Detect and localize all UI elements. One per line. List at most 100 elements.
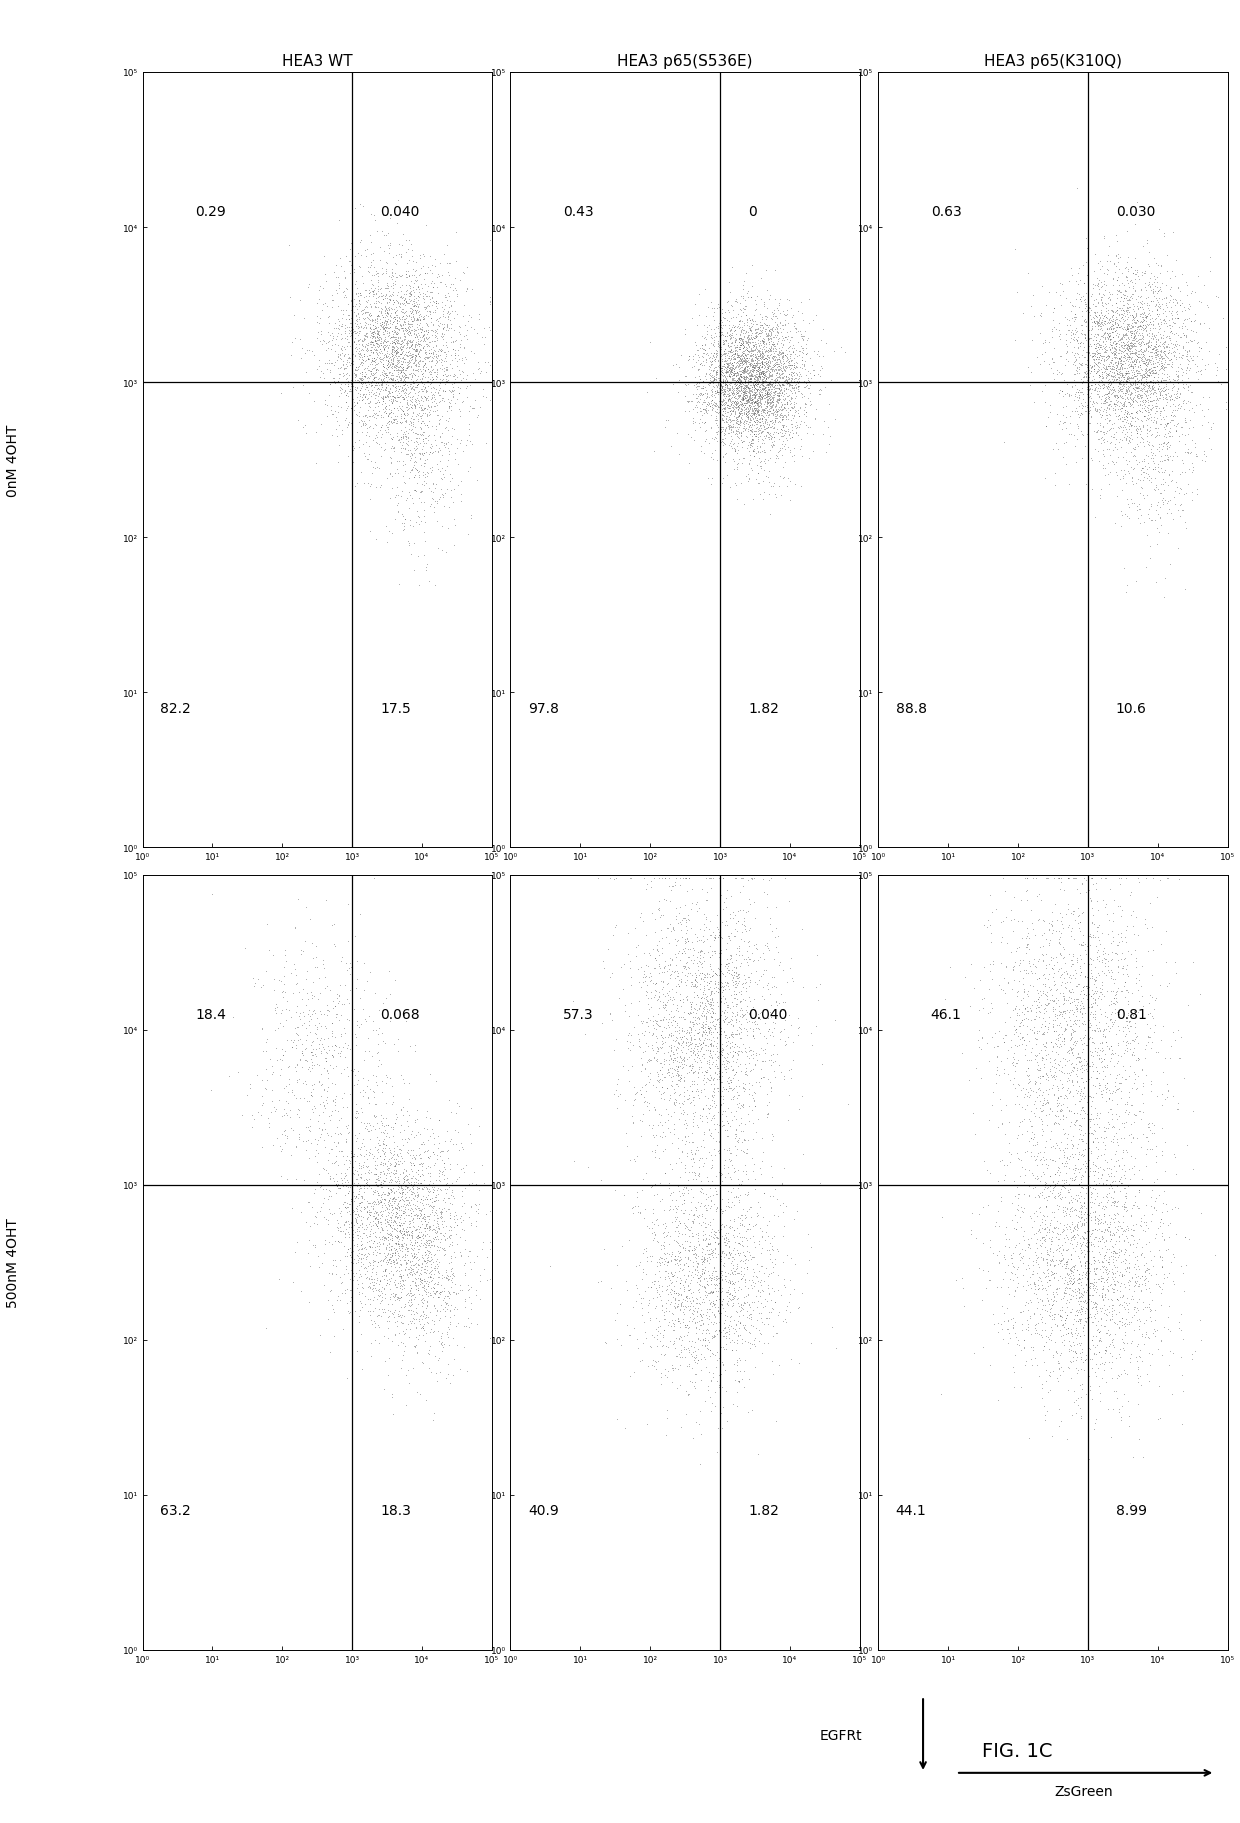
Point (760, 376, 780, 405)
Point (655, 1209, 675, 1238)
Point (1069, 1138, 1089, 1167)
Point (650, 893, 670, 922)
Point (651, 915, 671, 944)
Point (281, 1077, 301, 1107)
Point (1019, 1243, 1039, 1272)
Point (753, 396, 773, 425)
Point (758, 354, 777, 383)
Point (680, 1302, 699, 1331)
Point (418, 1181, 438, 1210)
Point (744, 421, 764, 450)
Point (407, 248, 427, 277)
Point (655, 864, 675, 893)
Point (414, 242, 434, 272)
Point (383, 1138, 403, 1167)
Point (1135, 350, 1154, 379)
Point (391, 1293, 410, 1322)
Point (356, 1214, 376, 1243)
Point (717, 357, 737, 386)
Point (341, 1256, 361, 1285)
Point (1034, 970, 1054, 999)
Point (393, 1176, 413, 1205)
Point (719, 321, 739, 350)
Text: 1.82: 1.82 (748, 702, 779, 715)
Point (758, 319, 777, 348)
Point (1009, 1203, 1029, 1232)
Point (696, 864, 715, 893)
Point (699, 1019, 719, 1048)
Point (704, 315, 724, 345)
Point (1071, 1402, 1091, 1431)
Point (703, 330, 723, 359)
Point (440, 1296, 460, 1325)
Point (357, 1192, 377, 1221)
Point (386, 383, 405, 412)
Point (662, 986, 682, 1015)
Point (1068, 1276, 1087, 1305)
Point (733, 417, 753, 447)
Point (1095, 385, 1115, 414)
Point (1079, 407, 1099, 436)
Point (1157, 436, 1177, 465)
Point (732, 948, 751, 977)
Point (378, 1210, 398, 1240)
Point (1157, 1263, 1177, 1293)
Point (687, 1110, 707, 1139)
Point (305, 953, 325, 983)
Point (1126, 1269, 1146, 1298)
Point (1141, 403, 1161, 432)
Point (1068, 1212, 1087, 1241)
Point (711, 1083, 730, 1112)
Point (681, 1145, 701, 1174)
Point (429, 1236, 449, 1265)
Point (709, 392, 729, 421)
Point (340, 319, 360, 348)
Point (464, 1158, 484, 1187)
Point (1070, 266, 1090, 295)
Point (378, 1198, 398, 1227)
Point (1019, 1181, 1039, 1210)
Point (424, 337, 444, 366)
Point (1140, 990, 1159, 1019)
Point (417, 321, 436, 350)
Point (729, 1367, 749, 1396)
Point (1151, 310, 1171, 339)
Point (432, 323, 451, 352)
Point (673, 1185, 693, 1214)
Point (624, 1014, 644, 1043)
Point (697, 365, 717, 394)
Point (275, 1006, 295, 1035)
Point (1110, 1015, 1130, 1045)
Point (733, 1223, 753, 1252)
Point (352, 1128, 372, 1158)
Point (717, 350, 737, 379)
Point (377, 1130, 397, 1159)
Point (352, 1097, 372, 1127)
Point (357, 401, 377, 430)
Point (692, 1234, 712, 1263)
Point (350, 310, 370, 339)
Point (1043, 1218, 1063, 1247)
Point (410, 439, 430, 469)
Point (334, 1190, 353, 1220)
Point (370, 365, 389, 394)
Point (350, 427, 370, 456)
Point (379, 1245, 399, 1274)
Point (415, 383, 435, 412)
Point (258, 1103, 278, 1132)
Point (1123, 319, 1143, 348)
Point (378, 1174, 398, 1203)
Point (358, 363, 378, 392)
Point (311, 1023, 331, 1052)
Point (1178, 295, 1198, 324)
Point (785, 315, 805, 345)
Point (408, 363, 428, 392)
Point (388, 319, 408, 348)
Point (404, 448, 424, 478)
Point (351, 370, 371, 399)
Point (727, 1001, 746, 1030)
Point (365, 323, 384, 352)
Point (423, 1196, 443, 1225)
Point (417, 211, 436, 241)
Point (435, 1293, 455, 1322)
